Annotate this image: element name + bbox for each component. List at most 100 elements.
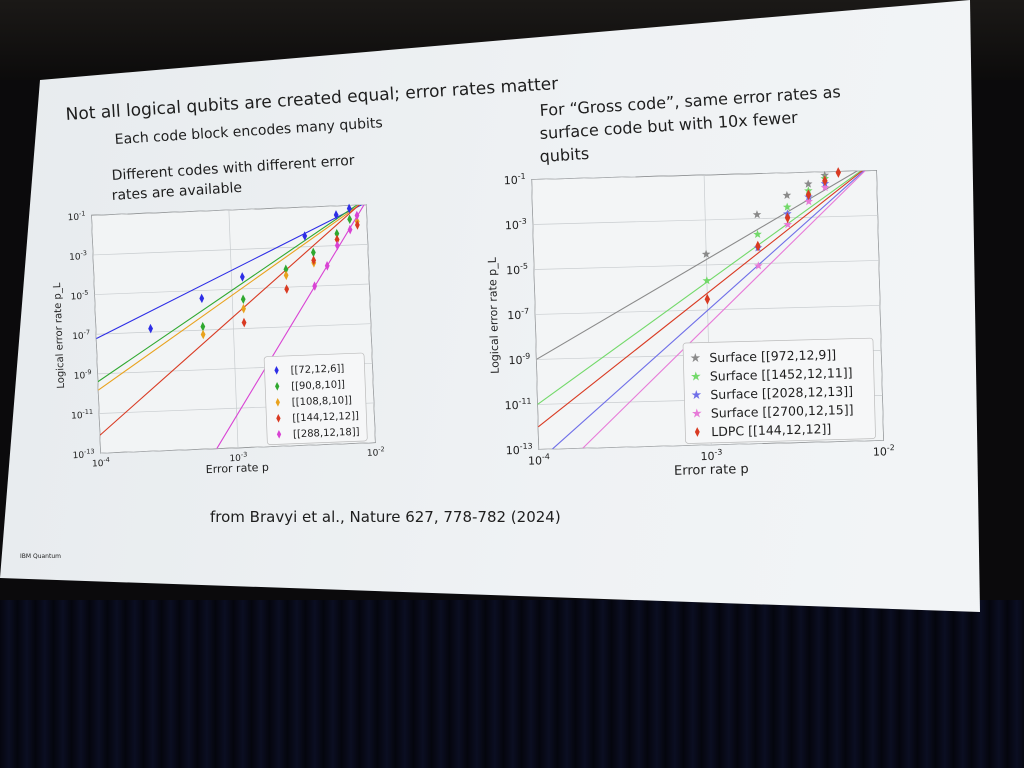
data-point-diamond <box>333 210 339 220</box>
data-point-diamond <box>755 240 761 252</box>
citation: from Bravyi et al., Nature 627, 778-782 … <box>210 508 561 526</box>
data-point-diamond <box>199 293 205 304</box>
data-point-diamond <box>805 189 812 201</box>
data-point-diamond <box>239 272 245 282</box>
legend-label: [[288,12,18]] <box>293 427 360 441</box>
slide-title: Not all logical qubits are created equal… <box>65 74 559 125</box>
legend-diamond-marker <box>275 397 280 407</box>
y-tick-label: 10-5 <box>70 289 88 303</box>
y-tick-label: 10-1 <box>504 172 526 188</box>
y-tick-label: 10-11 <box>504 397 531 413</box>
y-tick-label: 10-9 <box>508 352 530 368</box>
legend-diamond-marker <box>274 366 279 375</box>
data-point-diamond <box>835 167 842 178</box>
grid-line-x <box>228 210 239 448</box>
data-point-diamond <box>784 212 791 224</box>
data-point-diamond <box>822 175 828 187</box>
data-point-star <box>803 179 813 188</box>
legend-box <box>263 352 368 445</box>
data-point-star <box>782 190 792 199</box>
x-tick-label: 10-2 <box>367 445 385 459</box>
legend-label: [[72,12,6]] <box>290 363 344 376</box>
data-point-star <box>701 249 711 258</box>
data-point-diamond <box>311 255 317 266</box>
y-tick-label: 10-7 <box>72 328 90 342</box>
series-line <box>552 170 877 450</box>
legend-star-marker: ★ <box>691 387 703 402</box>
data-point-diamond <box>240 294 246 305</box>
data-point-star <box>754 261 763 270</box>
y-tick-label: 10-13 <box>506 442 533 458</box>
x-tick-label: 10-4 <box>92 456 110 470</box>
data-point-diamond <box>283 264 289 275</box>
data-point-star <box>702 276 712 285</box>
y-tick-label: 10-9 <box>73 368 91 382</box>
series-line <box>99 204 367 436</box>
right-y-axis-label: Logical error rate p_L <box>486 256 502 374</box>
y-tick-label: 10-13 <box>72 447 95 461</box>
legend-label: [[144,12,12]] <box>292 411 359 425</box>
data-point-star <box>783 220 792 229</box>
data-point-diamond <box>347 224 353 235</box>
legend-diamond-marker <box>694 427 700 437</box>
data-point-diamond <box>241 303 246 314</box>
legend-diamond-marker <box>276 429 282 439</box>
data-point-diamond <box>324 261 330 271</box>
data-point-diamond <box>312 281 318 291</box>
data-point-star <box>752 210 762 219</box>
data-point-diamond <box>302 231 308 241</box>
legend-diamond-marker <box>276 413 281 423</box>
legend-star-marker: ★ <box>690 350 702 365</box>
x-tick-label: 10-3 <box>229 450 247 464</box>
legend-star-marker: ★ <box>691 405 703 420</box>
data-point-star <box>753 229 762 239</box>
legend-label: Surface [[972,12,9]] <box>709 347 836 365</box>
data-point-diamond <box>354 210 360 221</box>
series-line <box>536 170 877 360</box>
data-point-diamond <box>704 293 711 305</box>
data-point-diamond <box>148 323 154 334</box>
data-point-diamond <box>310 247 316 258</box>
left-y-axis-label: Logical error rate p_L <box>52 282 67 389</box>
stage-curtain <box>0 600 1024 768</box>
left-x-axis-label: Error rate p <box>206 461 270 476</box>
y-tick-label: 10-1 <box>67 209 85 223</box>
series-line <box>95 204 367 340</box>
series-line <box>97 204 367 383</box>
data-point-diamond <box>334 234 340 245</box>
grid-line-x <box>91 215 101 454</box>
left-caption-line-2: rates are available <box>111 180 242 204</box>
y-tick-label: 10-5 <box>506 262 528 278</box>
data-point-diamond <box>241 317 247 328</box>
legend-box <box>682 337 876 444</box>
data-point-star <box>804 197 813 206</box>
slide-subtitle: Each code block encodes many qubits <box>114 115 383 148</box>
data-point-star <box>782 202 792 211</box>
x-tick-label: 10-3 <box>700 448 722 464</box>
right-x-axis-label: Error rate p <box>674 462 749 479</box>
legend-label: Surface [[2700,12,15]] <box>711 402 854 421</box>
y-tick-label: 10-7 <box>507 307 529 323</box>
data-point-diamond <box>283 270 289 281</box>
data-point-diamond <box>200 329 206 340</box>
data-point-star <box>820 183 830 192</box>
data-point-diamond <box>347 214 353 225</box>
series-line <box>582 170 877 449</box>
data-point-diamond <box>334 240 340 251</box>
x-tick-label: 10-2 <box>873 443 895 459</box>
series-line <box>216 204 367 449</box>
x-tick-label: 10-4 <box>528 452 550 468</box>
grid-line-x <box>876 170 884 441</box>
y-tick-label: 10-11 <box>71 408 94 422</box>
legend-label: Surface [[2028,12,13]] <box>710 383 853 402</box>
data-point-diamond <box>200 321 206 332</box>
legend-label: Surface [[1452,12,11]] <box>710 365 853 384</box>
footer-logo: IBM Quantum <box>20 553 61 560</box>
legend-label: [[108,8,10]] <box>292 395 353 408</box>
left-caption-line-1: Different codes with different error <box>111 153 355 184</box>
data-point-diamond <box>334 228 340 239</box>
